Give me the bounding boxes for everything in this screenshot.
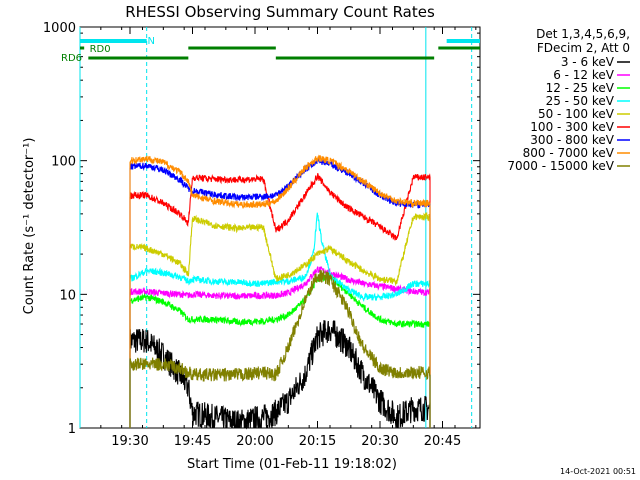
legend-entry-label: 300 - 800 keV xyxy=(530,133,614,147)
series-line-3-6kev xyxy=(129,320,431,430)
y-tick-label: 1 xyxy=(68,422,76,437)
series-line-800-7000kev xyxy=(129,154,431,428)
x-tick-label: 20:45 xyxy=(424,434,461,449)
series-line-12-25kev xyxy=(129,273,431,428)
legend-entry-label: 50 - 100 keV xyxy=(538,107,615,121)
chart-title: RHESSI Observing Summary Count Rates xyxy=(125,3,435,21)
legend-entry-label: 12 - 25 keV xyxy=(546,81,615,95)
legend-header-decimation: FDecim 2, Att 0 xyxy=(537,41,630,55)
flag-n-label: N xyxy=(148,36,155,47)
plot-area: 1 10 100 1000 19:30 19:45 20:00 20:15 20:30 20:45… xyxy=(43,21,481,449)
legend-entry-label: 3 - 6 keV xyxy=(561,55,615,69)
y-axis-label: Count Rate (s⁻¹ detector⁻¹) xyxy=(22,138,37,315)
legend-entry-label: 25 - 50 keV xyxy=(546,94,615,108)
y-tick-label: 100 xyxy=(51,155,76,170)
y-tick-label: 1000 xyxy=(43,21,76,36)
legend-entry-label: 100 - 300 keV xyxy=(530,120,614,134)
legend-entry-label: 6 - 12 keV xyxy=(553,68,615,82)
series-line-100-300kev xyxy=(129,172,431,428)
x-tick-label: 19:30 xyxy=(111,434,148,449)
x-tick-label: 20:15 xyxy=(299,434,336,449)
series-line-50-100kev xyxy=(129,211,431,428)
legend-entry-label: 800 - 7000 keV xyxy=(523,146,615,160)
x-axis-label: Start Time (01-Feb-11 19:18:02) xyxy=(187,457,397,472)
footer-timestamp: 14-Oct-2021 00:51 xyxy=(560,467,636,476)
x-tick-label: 19:45 xyxy=(174,434,211,449)
legend-entry-label: 7000 - 15000 keV xyxy=(507,159,614,173)
y-tick-label: 10 xyxy=(59,288,76,303)
legend-header-detectors: Det 1,3,4,5,6,9, xyxy=(536,27,630,41)
series-line-6-12kev xyxy=(129,266,431,428)
flag-rd6-label: RD6 xyxy=(61,53,82,64)
series-line-25-50kev xyxy=(129,212,431,428)
x-tick-label: 20:00 xyxy=(236,434,273,449)
x-tick-label: 20:30 xyxy=(361,434,398,449)
series-line-7000-15000kev xyxy=(129,269,431,428)
flag-rd0-label: RD0 xyxy=(90,44,111,55)
